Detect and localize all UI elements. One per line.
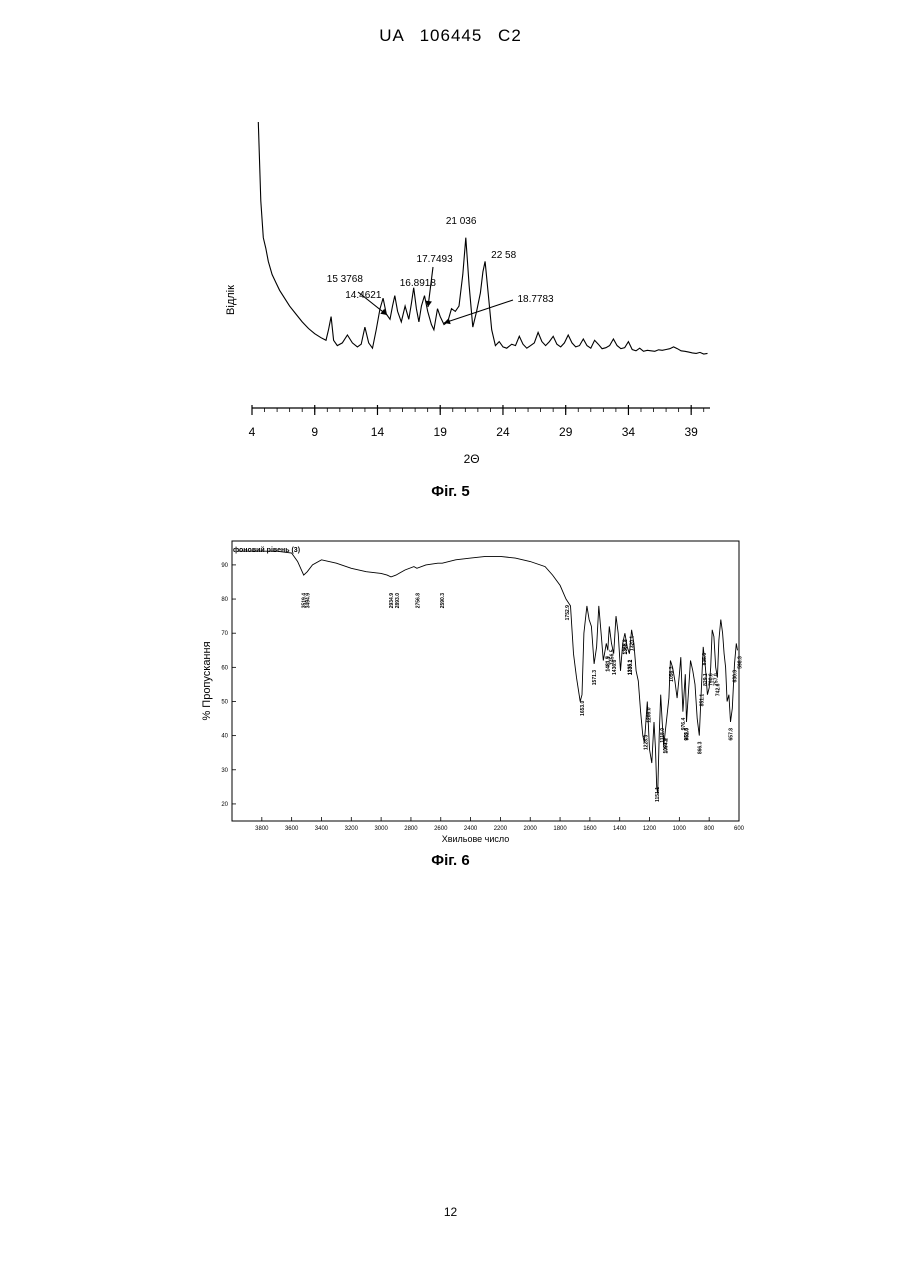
x-tick-label: 1000 — [673, 826, 687, 832]
x-tick-label: 19 — [434, 425, 448, 439]
peak-label: 17.7493 — [417, 254, 454, 265]
peak-label: 630.3 — [732, 670, 738, 683]
x-tick-label: 1400 — [613, 826, 627, 832]
peak-label: 1056.3 — [669, 666, 675, 682]
y-tick-label: 50 — [221, 699, 228, 705]
peak-label: 2934.9 — [389, 593, 395, 609]
x-tick-label: 1600 — [583, 826, 597, 832]
x-axis-title: 2Θ — [464, 452, 480, 466]
figure-6-caption: Фіг. 6 — [0, 852, 901, 869]
plot-frame — [232, 541, 739, 821]
peak-label: 21 036 — [446, 216, 477, 227]
ir-trace — [238, 551, 738, 794]
x-tick-label: 39 — [684, 425, 698, 439]
peak-label: 742.6 — [716, 683, 722, 696]
page-header: UA 106445 C2 — [0, 26, 901, 46]
peak-label: 2893.0 — [395, 593, 401, 609]
peak-label: 952.0 — [685, 728, 691, 741]
peak-label: 1571.3 — [592, 670, 598, 686]
x-tick-label: 2000 — [524, 826, 538, 832]
y-axis-title: % Пропускання — [201, 641, 213, 720]
x-tick-label: 2400 — [464, 826, 478, 832]
y-tick-label: 90 — [221, 563, 228, 569]
peak-label: 851.1 — [700, 694, 706, 707]
peak-label: 835.6 — [702, 653, 708, 666]
peak-label: 657.8 — [728, 728, 734, 741]
peak-label: 1228.3 — [643, 735, 649, 751]
y-tick-label: 80 — [221, 597, 228, 603]
y-tick-label: 30 — [221, 768, 228, 774]
x-tick-label: 4 — [249, 425, 256, 439]
x-tick-label: 2200 — [494, 826, 508, 832]
peak-label: 598.3 — [737, 656, 743, 669]
peak-label: 15 3768 — [327, 274, 364, 285]
y-tick-label: 20 — [221, 802, 228, 808]
peak-label: 16.8918 — [400, 278, 437, 289]
x-tick-label: 3200 — [345, 826, 359, 832]
peak-label: 1208.0 — [646, 707, 652, 723]
peak-label: 3494.9 — [305, 593, 311, 609]
x-tick-label: 3000 — [374, 826, 388, 832]
peak-label: 1320.1 — [630, 636, 636, 652]
peak-label: 1151.1 — [655, 787, 661, 802]
peak-label: 22 58 — [491, 250, 516, 261]
figure-5-caption: Фіг. 5 — [0, 483, 901, 500]
peak-label: 1653.0 — [580, 700, 586, 716]
x-tick-label: 9 — [311, 425, 318, 439]
x-tick-label: 2800 — [404, 826, 418, 832]
x-tick-label: 3800 — [255, 826, 269, 832]
peak-label: 1330.2 — [628, 659, 634, 675]
y-tick-label: 70 — [221, 631, 228, 637]
peak-label: 2590.3 — [440, 593, 446, 609]
page-number: 12 — [0, 1205, 901, 1219]
x-axis-title: Хвильове число — [442, 834, 510, 844]
peak-label: 18.7783 — [517, 294, 554, 305]
x-tick-label: 3400 — [315, 826, 329, 832]
xrd-pattern-figure: 4 9 14 19 24 29 34 39 2Θ Відлік 21 036 22 58 17.7493… — [210, 110, 730, 470]
peak-label: 866.3 — [697, 741, 703, 754]
x-tick-label: 1200 — [643, 826, 657, 832]
peak-label: 1094.2 — [663, 738, 669, 754]
peak-label: 1436.8 — [612, 659, 618, 675]
y-tick-label: 60 — [221, 665, 228, 671]
ir-chart: 20 30 40 50 60 70 80 90 3800 3600 3400 3200 3000 2800… — [190, 535, 750, 845]
xrd-trace — [258, 122, 707, 354]
x-tick-label: 2600 — [434, 826, 448, 832]
peak-label: 1365.8 — [623, 639, 629, 655]
x-tick-label: 3600 — [285, 826, 299, 832]
y-tick-label: 40 — [221, 734, 228, 740]
peak-label: 1752.9 — [565, 605, 571, 621]
peak-label: 2756.8 — [415, 593, 421, 609]
x-tick-label: 800 — [704, 826, 715, 832]
x-tick-label: 1800 — [553, 826, 567, 832]
x-tick-label: 29 — [559, 425, 573, 439]
x-tick-label: 14 — [371, 425, 385, 439]
x-tick-label: 600 — [734, 826, 745, 832]
x-tick-label: 24 — [496, 425, 510, 439]
peak-label: 14.4621 — [345, 290, 382, 301]
xrd-chart: 4 9 14 19 24 29 34 39 2Θ Відлік 21 036 22 58 17.7493… — [210, 110, 730, 470]
x-tick-label: 34 — [622, 425, 636, 439]
y-axis-title: Відлік — [225, 285, 237, 315]
ir-spectrum-figure: 20 30 40 50 60 70 80 90 3800 3600 3400 3200 3000 2800… — [190, 535, 750, 845]
